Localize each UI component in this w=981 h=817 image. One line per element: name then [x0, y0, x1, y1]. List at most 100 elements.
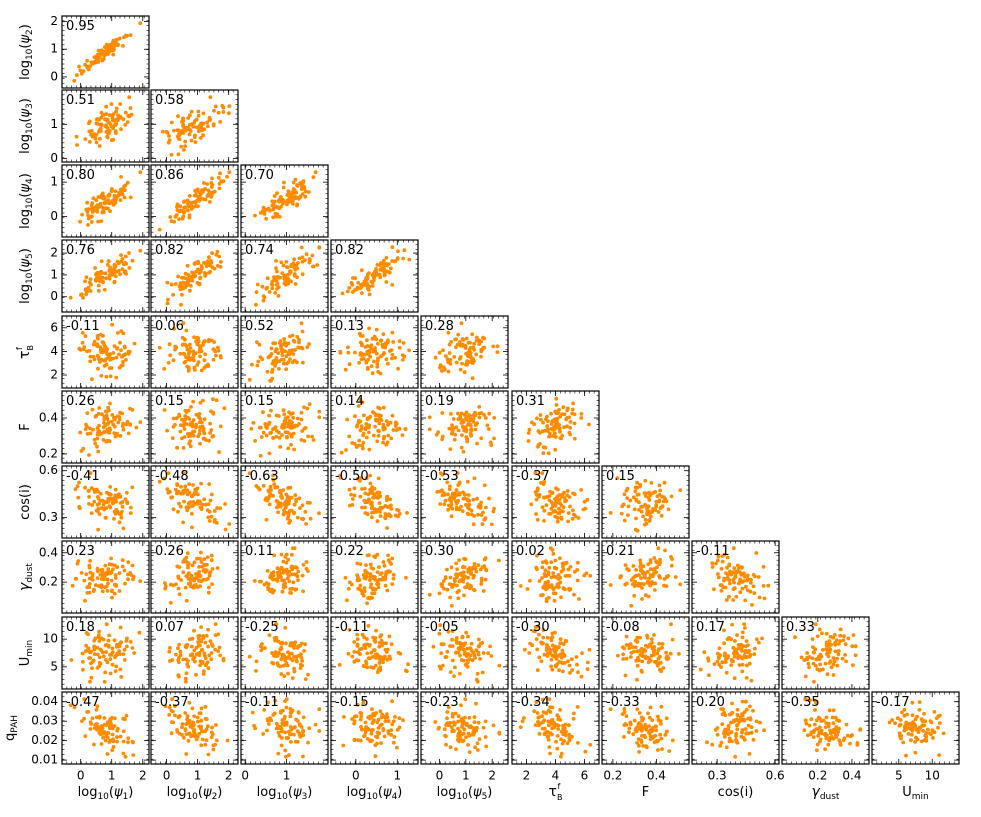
data-point — [176, 576, 181, 580]
data-point — [181, 560, 186, 564]
data-point — [206, 515, 211, 520]
data-point — [456, 332, 461, 337]
data-point — [300, 329, 305, 334]
data-point — [211, 357, 216, 362]
data-point — [181, 342, 186, 347]
data-point — [471, 416, 476, 421]
data-point — [448, 357, 453, 362]
panel-r6-c6: 0.15 — [601, 465, 690, 539]
data-point — [293, 194, 297, 199]
data-point — [198, 354, 202, 359]
data-point — [108, 571, 113, 576]
data-point — [261, 298, 266, 303]
data-point — [165, 301, 170, 306]
data-point — [262, 295, 267, 300]
data-point — [105, 52, 109, 56]
data-point — [459, 421, 464, 425]
data-point — [482, 336, 487, 341]
data-point — [194, 269, 199, 274]
data-point — [99, 568, 104, 573]
data-point — [453, 432, 458, 437]
data-point — [465, 362, 469, 367]
data-point — [92, 499, 97, 504]
data-point — [483, 416, 488, 420]
data-point — [209, 195, 214, 199]
data-point — [108, 46, 113, 51]
data-point — [277, 430, 281, 435]
data-point — [95, 53, 100, 57]
data-point — [400, 353, 405, 358]
data-point — [285, 202, 289, 207]
data-point — [128, 422, 133, 427]
data-point — [178, 504, 183, 509]
data-point — [184, 422, 189, 426]
data-point — [278, 445, 283, 449]
data-point — [89, 486, 94, 490]
data-point — [446, 360, 451, 364]
data-point — [88, 354, 93, 359]
data-point — [199, 560, 204, 564]
data-point — [475, 496, 479, 501]
data-point — [471, 497, 476, 502]
data-point — [448, 498, 452, 503]
data-point — [101, 57, 106, 61]
data-point — [209, 428, 214, 432]
data-point — [471, 419, 476, 424]
data-point — [300, 503, 305, 508]
data-point — [100, 271, 104, 275]
data-point — [298, 506, 302, 510]
panel-r5-c0: 0.260.20.4 — [39, 390, 150, 464]
data-point — [289, 264, 294, 268]
data-point — [377, 490, 382, 495]
data-point — [289, 495, 294, 500]
data-point — [264, 433, 269, 438]
panel-r5-c3: 0.14 — [330, 390, 419, 464]
data-point — [447, 487, 452, 492]
data-point — [427, 427, 432, 432]
data-point — [183, 359, 188, 364]
data-point — [460, 433, 464, 437]
correlation-coefficient: 0.13 — [335, 319, 364, 334]
data-point — [382, 425, 387, 430]
data-point — [266, 488, 271, 493]
data-point — [634, 516, 638, 521]
data-point — [190, 563, 195, 568]
data-point — [205, 120, 210, 125]
data-point — [300, 259, 305, 264]
data-point — [462, 370, 467, 375]
data-point — [491, 344, 496, 349]
data-point — [579, 416, 584, 420]
data-point — [265, 285, 269, 290]
data-point — [88, 471, 93, 476]
data-point — [350, 503, 355, 507]
data-point — [186, 116, 191, 120]
data-point — [97, 584, 101, 588]
data-point — [571, 508, 575, 513]
data-point — [119, 175, 123, 179]
data-point — [209, 492, 214, 497]
data-point — [196, 492, 200, 497]
data-point — [565, 424, 569, 429]
panel-r7-c1: 0.26 — [150, 540, 239, 614]
data-point — [113, 487, 118, 492]
data-point — [276, 351, 281, 355]
data-point — [540, 505, 545, 510]
data-point — [397, 345, 402, 350]
panel-r2-c2: 0.70 — [240, 164, 329, 238]
data-point — [297, 256, 302, 261]
data-point — [165, 280, 170, 285]
data-point — [93, 583, 98, 588]
data-point — [271, 493, 275, 498]
data-point — [449, 340, 454, 344]
data-point — [549, 422, 554, 426]
data-point — [587, 422, 591, 427]
data-point — [179, 144, 184, 149]
data-point — [376, 507, 381, 512]
data-point — [138, 420, 143, 424]
data-point — [187, 571, 191, 575]
panel-r3-c3: 0.82 — [330, 239, 419, 313]
data-point — [120, 504, 125, 509]
panel-r5-c5: 0.31 — [511, 390, 600, 464]
data-point — [358, 476, 363, 480]
data-point — [385, 526, 389, 530]
